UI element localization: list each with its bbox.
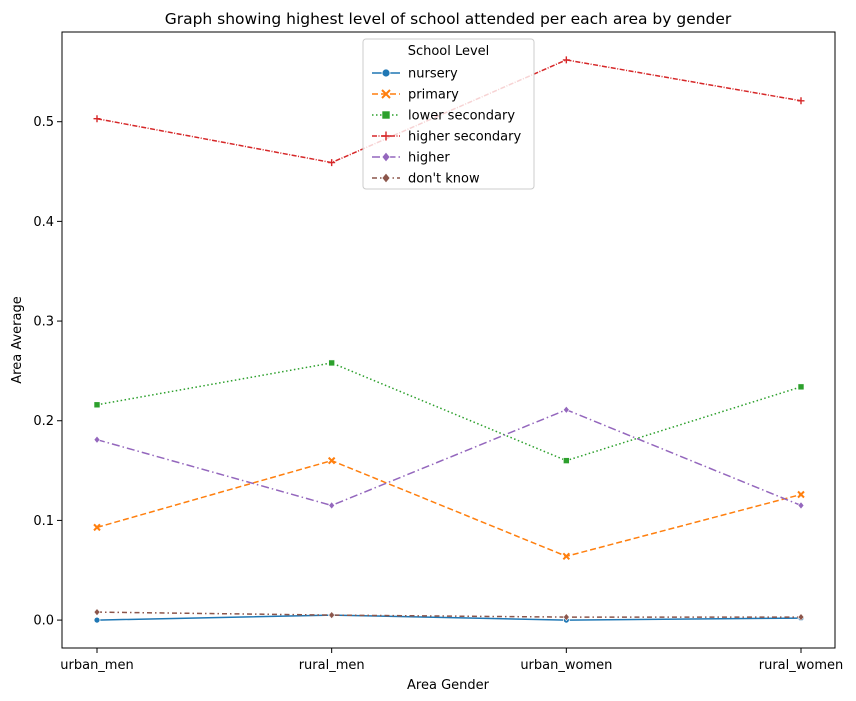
data-point — [328, 501, 336, 510]
data-point — [328, 159, 336, 167]
y-tick-label: 0.3 — [33, 315, 54, 330]
series-line — [96, 459, 802, 558]
data-point — [327, 456, 336, 465]
legend-label: nursery — [408, 67, 458, 82]
legend: School Level nursery primary lower secondar… — [362, 38, 535, 190]
legend-swatch-marker — [381, 151, 391, 163]
y-tick-label: 0.4 — [33, 215, 54, 230]
data-point — [797, 383, 805, 391]
data-point — [328, 611, 336, 620]
data-point — [93, 616, 101, 624]
series-don-t-know — [93, 608, 805, 622]
series-higher — [93, 405, 805, 510]
y-axis: 0.0 0.1 0.2 0.3 0.4 0.5 — [33, 115, 62, 629]
legend-label: don't know — [408, 172, 480, 187]
data-point — [93, 401, 101, 409]
data-point — [797, 501, 805, 510]
data-point — [562, 405, 570, 414]
y-tick-label: 0.1 — [33, 514, 54, 529]
x-tick-label: rural_men — [299, 658, 365, 673]
data-point — [93, 523, 101, 532]
plot-area — [61, 31, 836, 649]
data-point — [797, 97, 805, 105]
y-tick-label: 0.0 — [33, 614, 54, 629]
x-axis: urban_men rural_men urban_women rural_women — [60, 648, 843, 673]
legend-item: primary — [372, 88, 459, 103]
series-line — [96, 408, 802, 507]
legend-box — [362, 38, 535, 190]
data-point — [562, 552, 571, 561]
x-axis-label: Area Gender — [407, 678, 490, 693]
series-line — [96, 611, 801, 618]
data-point — [328, 359, 335, 367]
y-axis-label: Area Average — [10, 296, 25, 383]
legend-item: nursery — [372, 67, 458, 82]
legend-label: higher — [408, 151, 450, 166]
data-point — [563, 457, 570, 464]
legend-swatch-marker — [381, 172, 391, 184]
legend-item: higher — [372, 151, 450, 166]
legend-swatch-marker — [381, 131, 391, 141]
y-tick-label: 0.2 — [33, 414, 54, 429]
data-point — [562, 613, 570, 622]
series-primary — [93, 456, 805, 561]
legend-swatch-marker — [381, 68, 391, 78]
data-point — [93, 608, 101, 617]
legend-swatch-marker — [381, 89, 391, 99]
x-tick-label: rural_women — [759, 658, 844, 673]
legend-item: don't know — [372, 172, 480, 187]
data-point — [93, 115, 101, 123]
series-layer — [93, 56, 805, 624]
x-tick-label: urban_men — [60, 658, 133, 673]
data-point — [93, 435, 101, 444]
legend-item: lower secondary — [372, 109, 515, 124]
legend-label: primary — [408, 88, 459, 103]
series-line — [96, 614, 802, 621]
chart-title: Graph showing highest level of school at… — [165, 10, 732, 28]
legend-item: higher secondary — [372, 130, 521, 145]
data-point — [797, 613, 805, 622]
data-point — [562, 56, 570, 64]
data-point — [797, 490, 805, 499]
legend-swatch-marker — [381, 110, 391, 120]
series-lower-secondary — [93, 359, 805, 464]
legend-title: School Level — [408, 44, 490, 59]
x-tick-label: urban_women — [520, 658, 612, 673]
legend-label: higher secondary — [408, 130, 521, 145]
legend-label: lower secondary — [408, 109, 515, 124]
series-line — [96, 362, 802, 462]
y-tick-label: 0.5 — [33, 115, 54, 130]
